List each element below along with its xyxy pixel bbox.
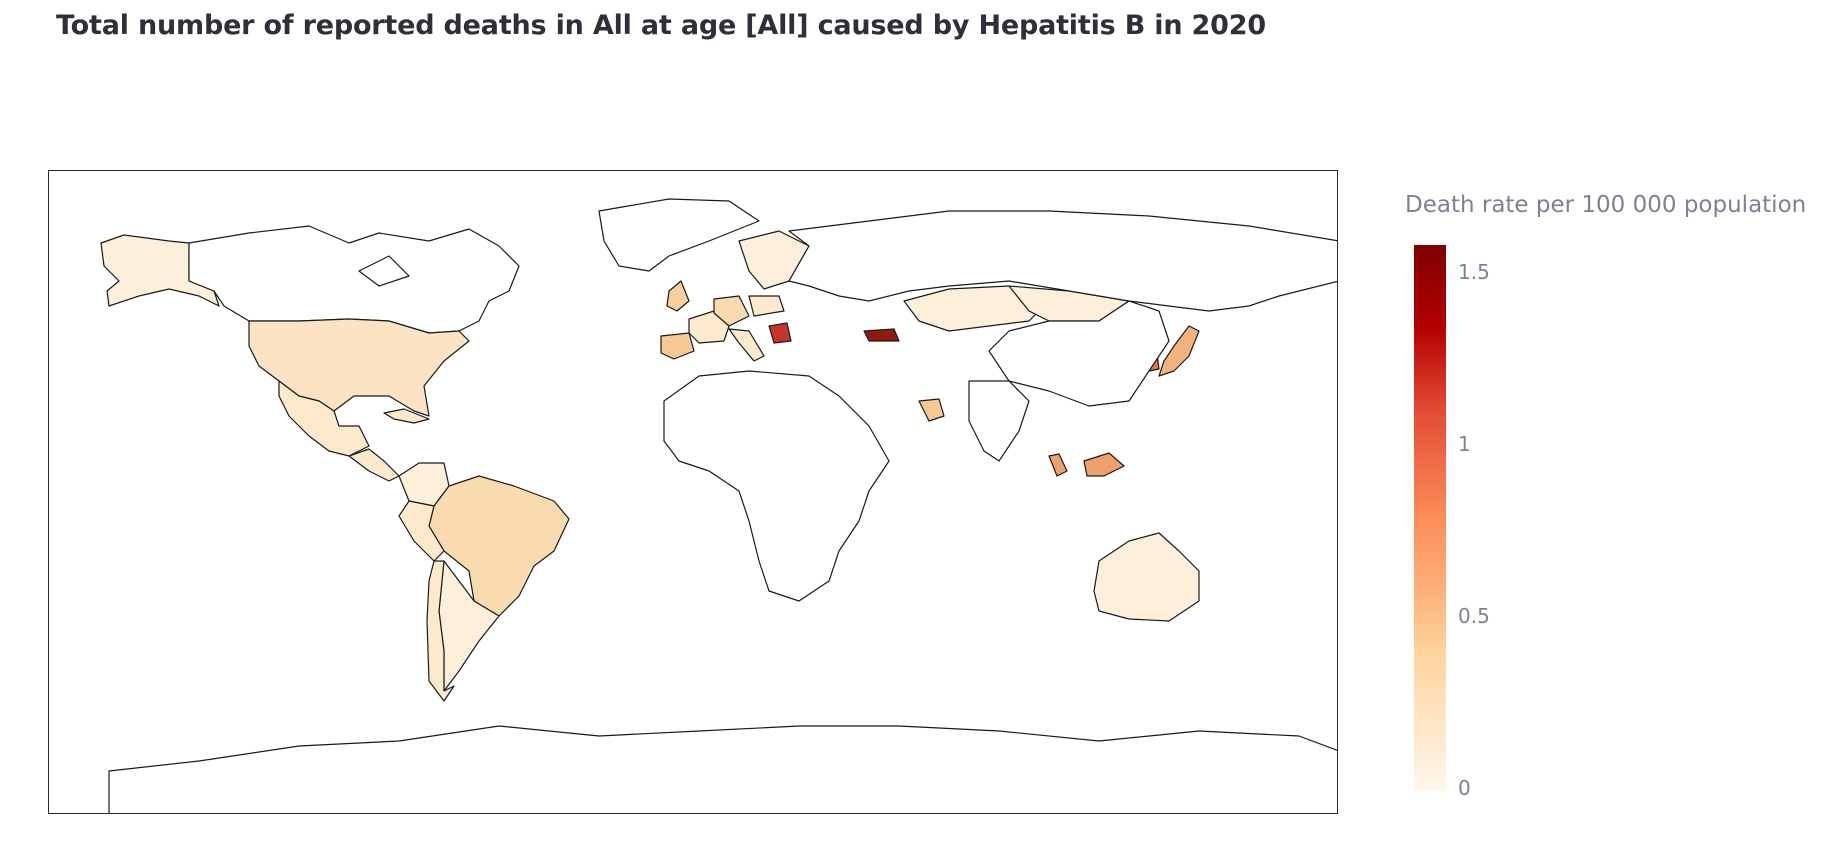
country-serbia[interactable] bbox=[768, 322, 792, 344]
country-georgia[interactable] bbox=[863, 328, 900, 342]
colorbar-tick: 1 bbox=[1458, 432, 1471, 456]
country-peru[interactable] bbox=[398, 500, 445, 562]
chart-title: Total number of reported deaths in All a… bbox=[56, 10, 1266, 41]
country-chile[interactable] bbox=[426, 560, 455, 702]
country-antarctica[interactable] bbox=[108, 725, 1338, 814]
country-spain[interactable] bbox=[660, 332, 695, 360]
world-map[interactable] bbox=[48, 170, 1338, 814]
country-malaysia[interactable] bbox=[1048, 453, 1068, 477]
country-poland[interactable] bbox=[748, 295, 785, 317]
country-oman[interactable] bbox=[918, 398, 945, 422]
colorbar bbox=[1414, 245, 1446, 791]
colorbar-tick: 1.5 bbox=[1458, 260, 1490, 284]
country-africa[interactable] bbox=[663, 370, 890, 602]
country-italy[interactable] bbox=[728, 328, 765, 362]
country-india[interactable] bbox=[968, 380, 1030, 462]
country-uk[interactable] bbox=[666, 280, 690, 312]
country-australia[interactable] bbox=[1093, 532, 1200, 622]
map-canvas bbox=[100, 198, 1338, 814]
country-canada[interactable] bbox=[188, 225, 520, 334]
country-germany[interactable] bbox=[713, 295, 750, 327]
country-greenland[interactable] bbox=[598, 198, 760, 272]
country-brazil[interactable] bbox=[428, 475, 570, 617]
country-japan[interactable] bbox=[1158, 325, 1200, 377]
country-china[interactable] bbox=[988, 300, 1170, 407]
country-borneo-malaysia[interactable] bbox=[1083, 452, 1125, 477]
colorbar-tick: 0 bbox=[1458, 776, 1471, 800]
country-mexico[interactable] bbox=[278, 380, 370, 457]
country-alaska-usa[interactable] bbox=[100, 234, 220, 307]
country-central-america[interactable] bbox=[348, 448, 400, 482]
country-cuba[interactable] bbox=[383, 408, 430, 424]
country-kazakhstan[interactable] bbox=[903, 285, 1050, 332]
country-russia[interactable] bbox=[788, 210, 1338, 312]
colorbar-title: Death rate per 100 000 population bbox=[1405, 192, 1807, 218]
colorbar-tick: 0.5 bbox=[1458, 604, 1490, 628]
